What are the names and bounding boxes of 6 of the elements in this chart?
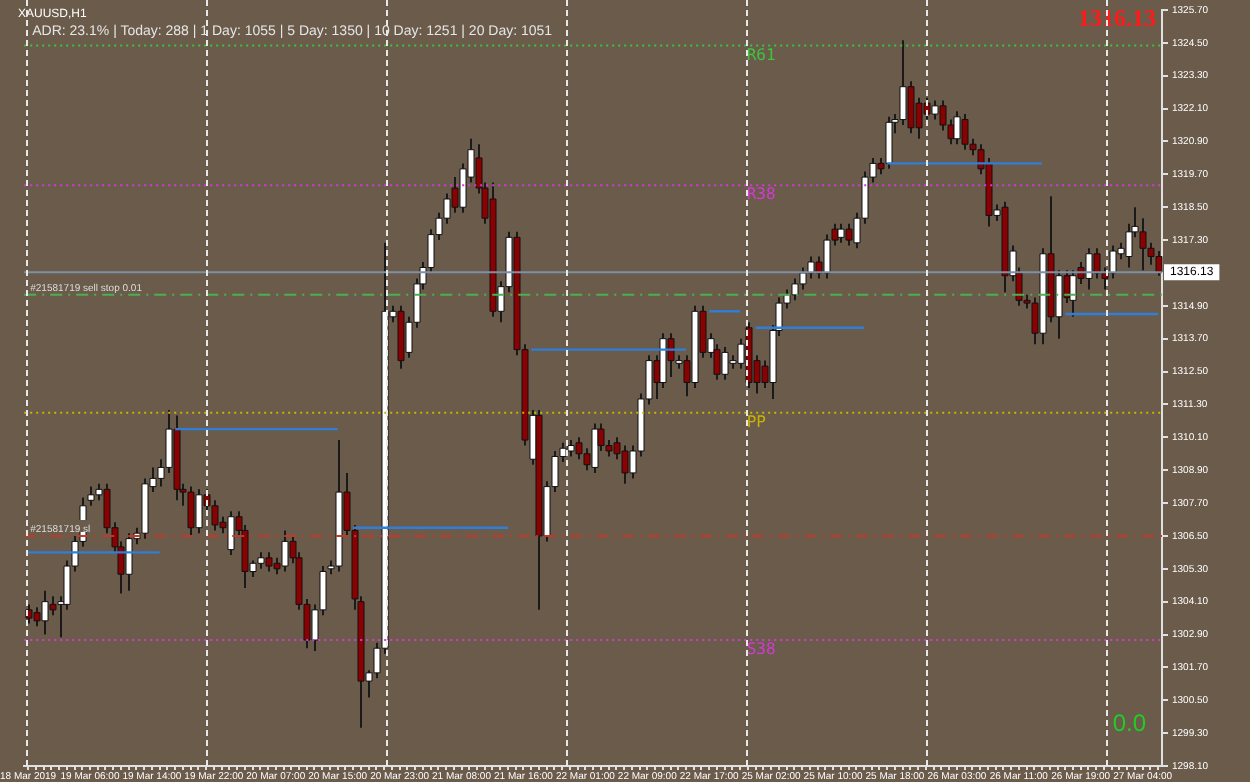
annotation: 0.0 [1112, 708, 1147, 737]
ref-line-label: S38 [746, 640, 776, 658]
ref-line-label: PP [746, 412, 767, 431]
ref-line-label: R61 [746, 45, 776, 64]
annotation: 1316.13 [1078, 4, 1156, 33]
ref-line-label: R38 [746, 185, 776, 204]
